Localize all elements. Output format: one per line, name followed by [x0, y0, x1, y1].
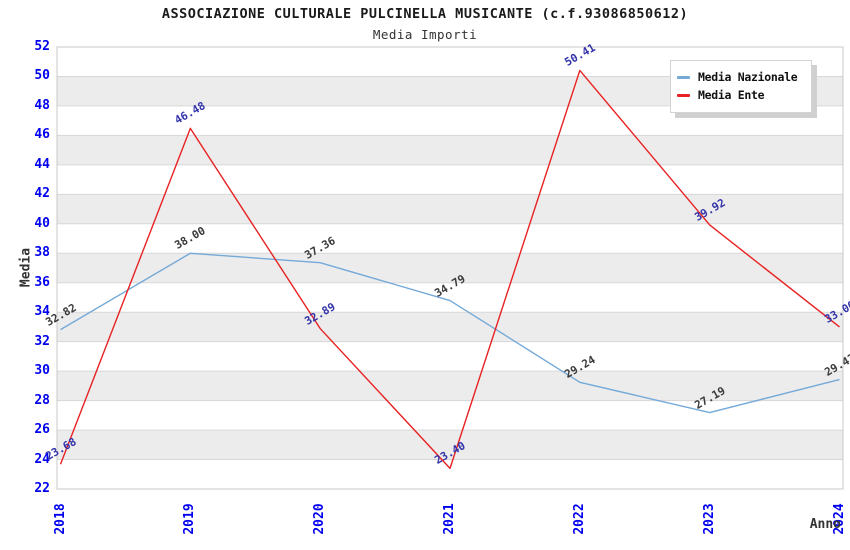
y-tick-label: 52 — [34, 39, 50, 54]
background-band — [57, 194, 843, 224]
y-tick-label: 34 — [34, 304, 50, 320]
legend-label-ente: Media Ente — [698, 88, 765, 102]
y-tick-label: 42 — [34, 186, 50, 202]
x-tick-label: 2020 — [312, 503, 328, 535]
legend: Media Nazionale Media Ente — [670, 60, 812, 113]
y-tick-label: 28 — [34, 392, 50, 408]
background-band — [57, 430, 843, 460]
legend-item-media-nazionale: Media Nazionale — [677, 69, 811, 85]
y-tick-label: 40 — [34, 215, 50, 231]
x-axis-title: Anno — [809, 517, 841, 532]
y-tick-label: 36 — [34, 274, 50, 290]
y-tick-label: 50 — [34, 68, 50, 84]
background-band — [57, 253, 843, 283]
legend-item-media-ente: Media Ente — [677, 87, 811, 103]
legend-label-nazionale: Media Nazionale — [698, 70, 798, 84]
x-tick-label: 2023 — [701, 503, 717, 535]
y-tick-label: 48 — [34, 97, 50, 113]
x-tick-label: 2019 — [182, 503, 198, 535]
series-line-media-ente — [59, 69, 840, 470]
y-tick-label: 30 — [34, 363, 50, 379]
chart-title: ASSOCIAZIONE CULTURALE PULCINELLA MUSICA… — [161, 6, 689, 22]
plot-border — [56, 46, 844, 490]
chart-subtitle: Media Importi — [372, 27, 478, 42]
series-line-media-nazionale — [60, 252, 840, 414]
y-tick-label: 44 — [34, 156, 50, 172]
y-tick-label: 32 — [34, 333, 50, 349]
y-tick-label: 26 — [34, 422, 50, 438]
y-axis-title: Media — [18, 247, 34, 288]
y-tick-label: 38 — [34, 245, 50, 261]
legend-line-marker-ente — [677, 93, 690, 97]
x-tick-label: 2022 — [571, 503, 587, 535]
x-tick-label: 2021 — [442, 503, 457, 535]
y-tick-label: 46 — [34, 127, 50, 143]
y-tick-label: 22 — [34, 481, 50, 496]
legend-line-marker-nazionale — [677, 75, 690, 79]
x-tick-label: 2018 — [52, 503, 68, 535]
background-band — [57, 135, 843, 165]
background-band — [57, 312, 843, 342]
y-tick-label: 24 — [34, 451, 50, 467]
background-band — [57, 371, 843, 401]
